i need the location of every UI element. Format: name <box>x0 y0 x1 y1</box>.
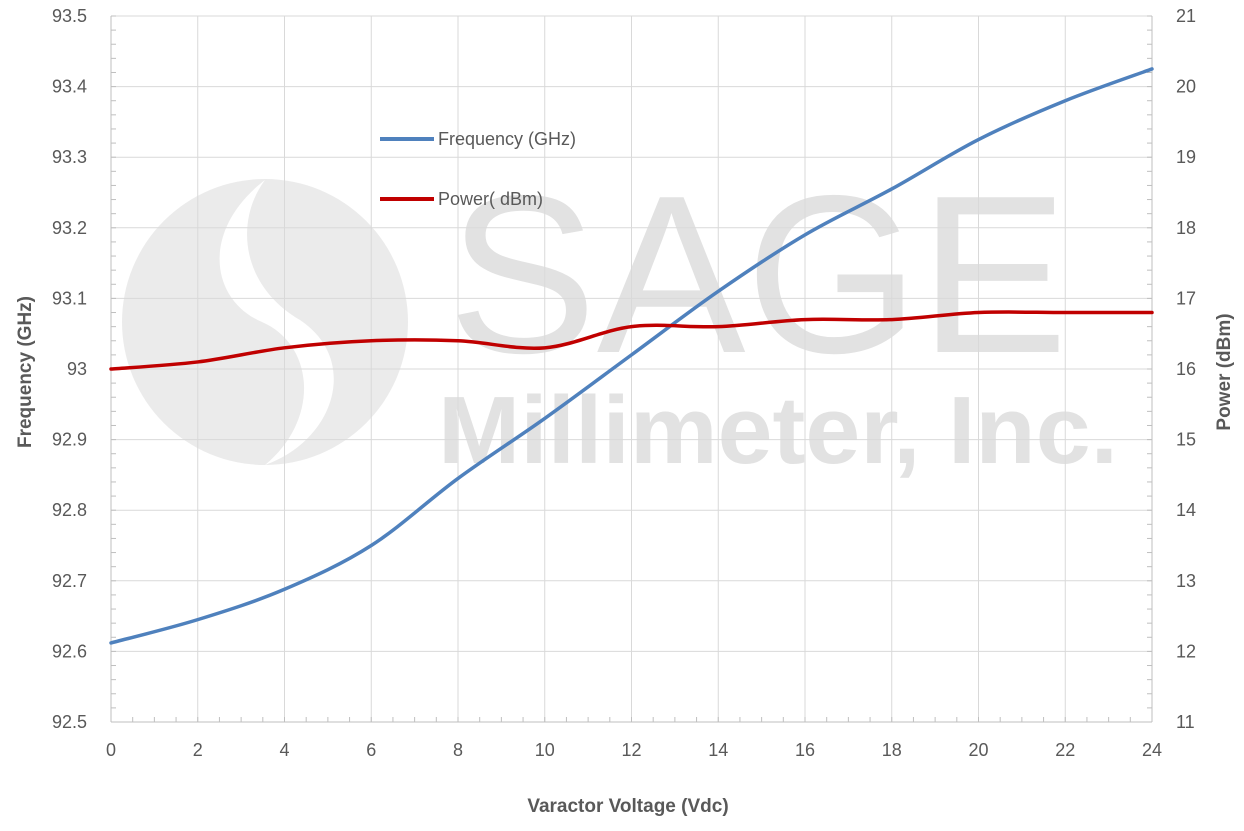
legend: Frequency (GHz) Power( dBm) <box>380 129 576 209</box>
y-tick-label: 92.6 <box>52 641 87 661</box>
grid <box>110 15 1153 723</box>
y-axis-title: Frequency (GHz) <box>15 296 36 448</box>
x-tick-label: 16 <box>795 740 815 760</box>
y-tick-label: 92.7 <box>52 571 87 591</box>
y2-tick-label: 20 <box>1176 77 1196 97</box>
x-axis-title: Varactor Voltage (Vdc) <box>527 796 728 817</box>
x-tick-label: 6 <box>366 740 376 760</box>
legend-label-power: Power( dBm) <box>438 189 543 209</box>
x-tick-label: 0 <box>106 740 116 760</box>
y2-tick-label: 21 <box>1176 6 1196 26</box>
x-tick-label: 22 <box>1055 740 1075 760</box>
legend-label-frequency: Frequency (GHz) <box>438 129 576 149</box>
series-line-frequency <box>109 67 1154 645</box>
watermark-logo-swirl <box>219 180 334 465</box>
y2-tick-label: 13 <box>1176 571 1196 591</box>
y2-tick-label: 12 <box>1176 641 1196 661</box>
y-tick-label: 93.4 <box>52 77 87 97</box>
y-tick-label: 92.8 <box>52 500 87 520</box>
y-tick-label: 92.5 <box>52 712 87 732</box>
series-layer <box>109 67 1154 645</box>
x-tick-label: 8 <box>453 740 463 760</box>
y2-tick-label: 15 <box>1176 430 1196 450</box>
y2-tick-label: 14 <box>1176 500 1196 520</box>
y2-tick-label: 18 <box>1176 218 1196 238</box>
watermark-line2: Millimeter, Inc. <box>438 377 1118 484</box>
y-tick-label: 93.1 <box>52 288 87 308</box>
y2-tick-label: 19 <box>1176 147 1196 167</box>
tick-labels: 0 2 4 6 8 10 12 14 16 18 20 22 2492.592.692.792.892.… <box>52 6 1196 760</box>
x-tick-label: 2 <box>193 740 203 760</box>
y2-tick-label: 17 <box>1176 288 1196 308</box>
y-tick-label: 93 <box>67 359 87 379</box>
x-tick-label: 12 <box>621 740 641 760</box>
y2-axis-title: Power (dBm) <box>1214 313 1235 430</box>
y2-tick-label: 16 <box>1176 359 1196 379</box>
series-line-power <box>109 310 1154 371</box>
x-tick-label: 20 <box>968 740 988 760</box>
watermark: SAGE Millimeter, Inc. <box>122 148 1118 484</box>
x-tick-label: 24 <box>1142 740 1162 760</box>
y2-tick-label: 11 <box>1176 712 1195 732</box>
x-tick-label: 14 <box>708 740 728 760</box>
x-tick-label: 18 <box>882 740 902 760</box>
watermark-line1: SAGE <box>448 148 1068 400</box>
y-tick-label: 92.9 <box>52 430 87 450</box>
y-tick-label: 93.2 <box>52 218 87 238</box>
x-tick-label: 10 <box>535 740 555 760</box>
y-tick-label: 93.3 <box>52 147 87 167</box>
y-tick-label: 93.5 <box>52 6 87 26</box>
x-tick-label: 4 <box>279 740 289 760</box>
